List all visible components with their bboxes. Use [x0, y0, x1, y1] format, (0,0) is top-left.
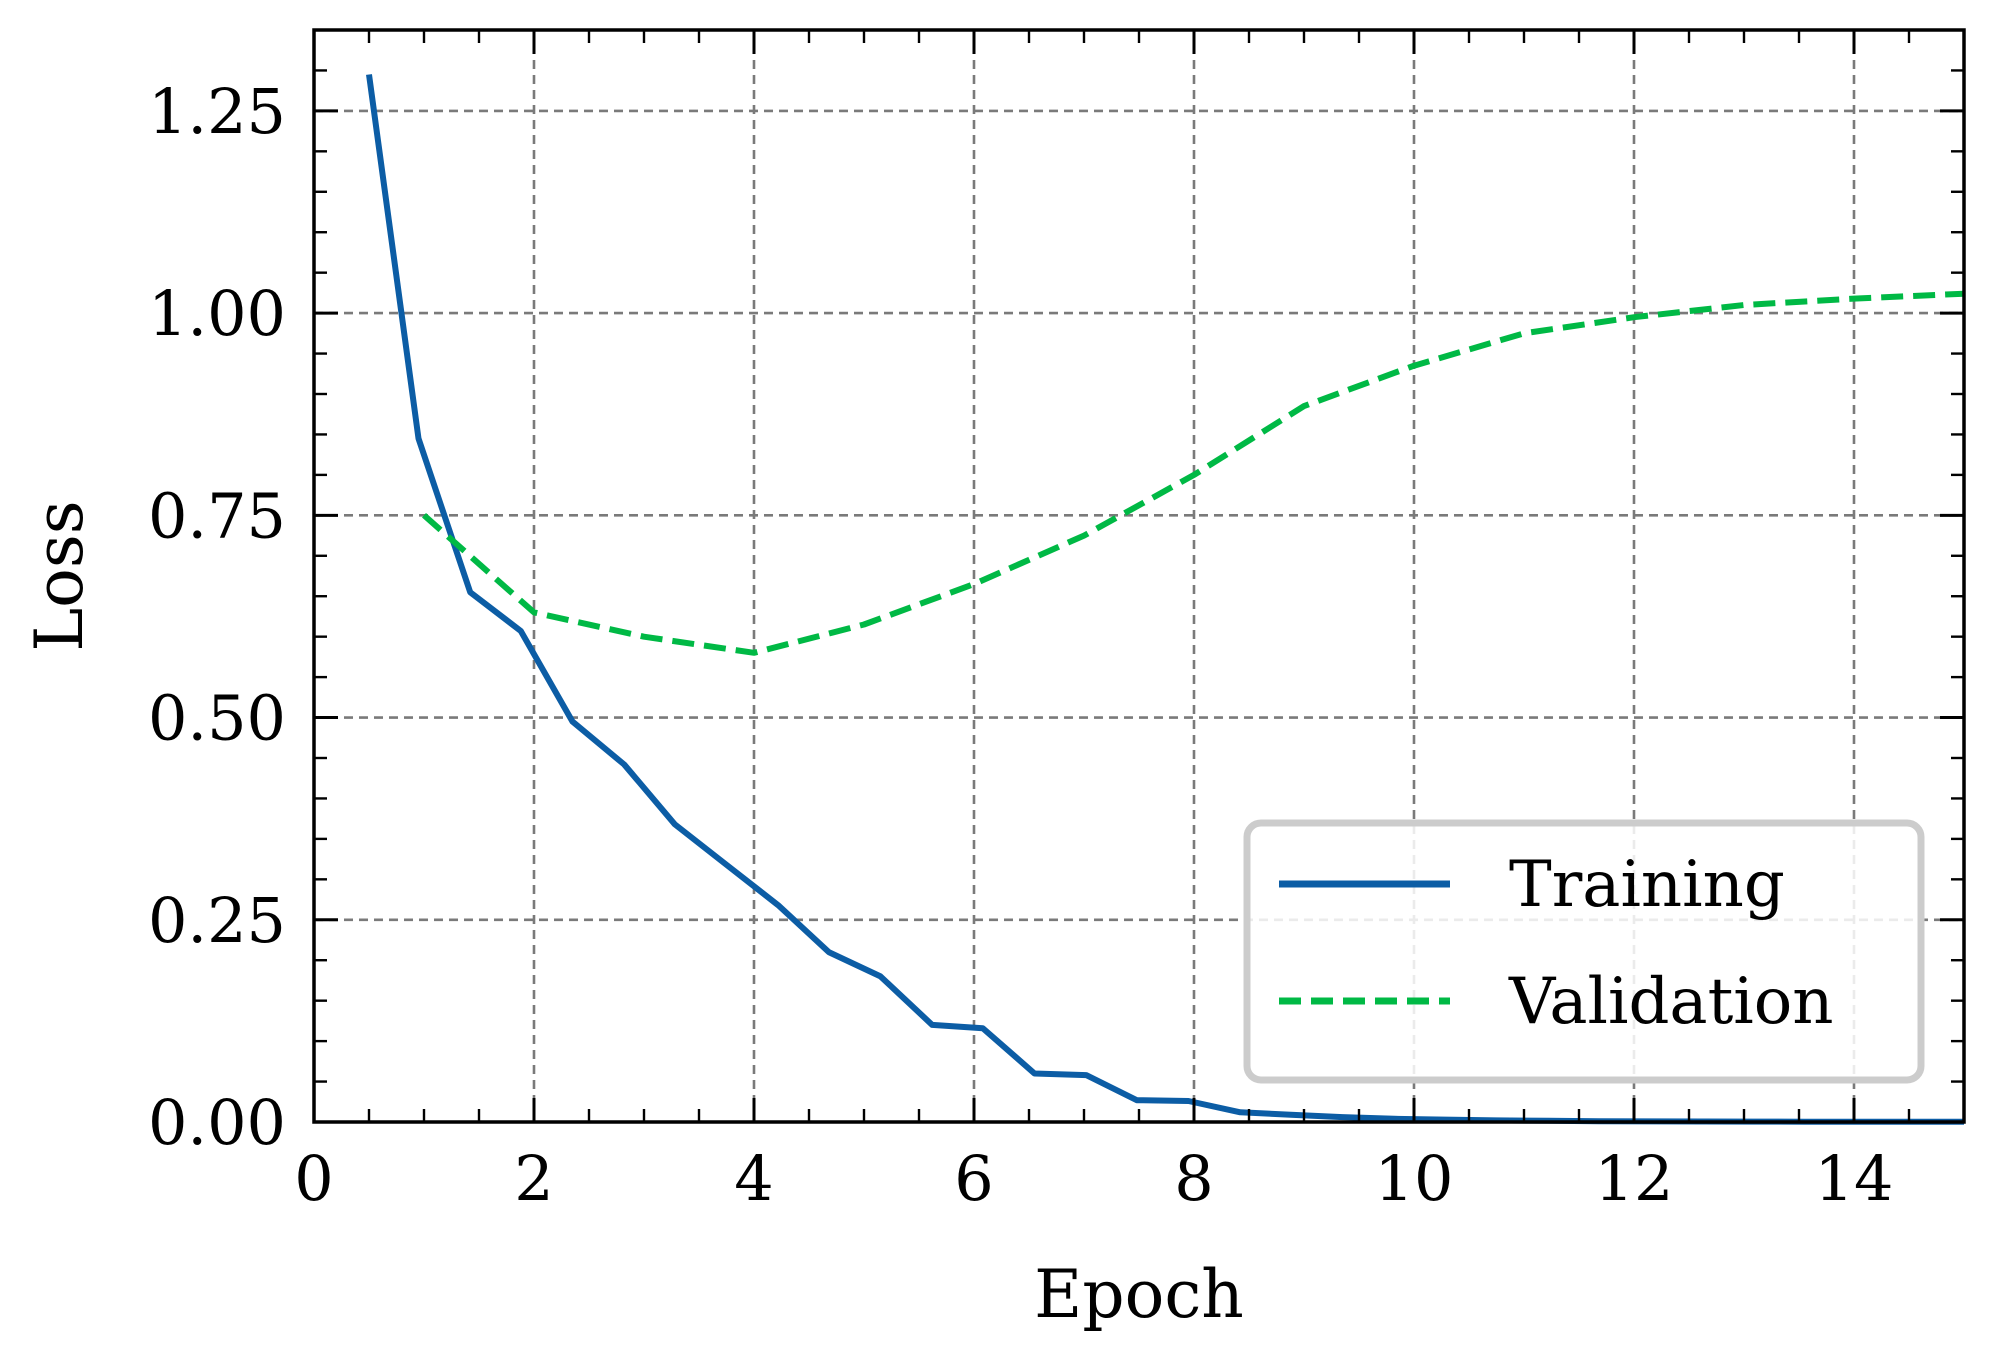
legend-label-training: Training [1509, 848, 1785, 922]
x-tick-label: 14 [1815, 1142, 1894, 1215]
y-tick-label: 0.25 [148, 884, 286, 957]
plot-frame [312, 28, 1966, 1124]
x-tick-label: 0 [294, 1142, 333, 1215]
legend-label-validation: Validation [1508, 965, 1834, 1039]
grid-lines [314, 30, 1964, 1122]
x-tick-label: 12 [1595, 1142, 1674, 1215]
y-tick-label: 0.00 [148, 1086, 286, 1159]
y-tick-label: 0.75 [148, 479, 286, 552]
y-tick-label: 0.50 [148, 682, 286, 755]
y-tick-label: 1.00 [148, 277, 286, 350]
legend: Training Validation [1243, 819, 1925, 1084]
x-tick-label: 4 [734, 1142, 773, 1215]
y-tick-label: 1.25 [148, 75, 286, 148]
x-axis-label: Epoch [1034, 1256, 1244, 1333]
series-line-validation [422, 290, 1965, 656]
x-tick-label: 10 [1375, 1142, 1454, 1215]
x-tick-label: 6 [954, 1142, 993, 1215]
tick-labels: 0 2 4 6 8 10 12 14 0.00 0.25 0.50 0.75 1.00 1.25 [148, 75, 1894, 1215]
y-axis-label: Loss [21, 500, 98, 651]
x-tick-label: 8 [1174, 1142, 1213, 1215]
x-tick-label: 2 [514, 1142, 553, 1215]
